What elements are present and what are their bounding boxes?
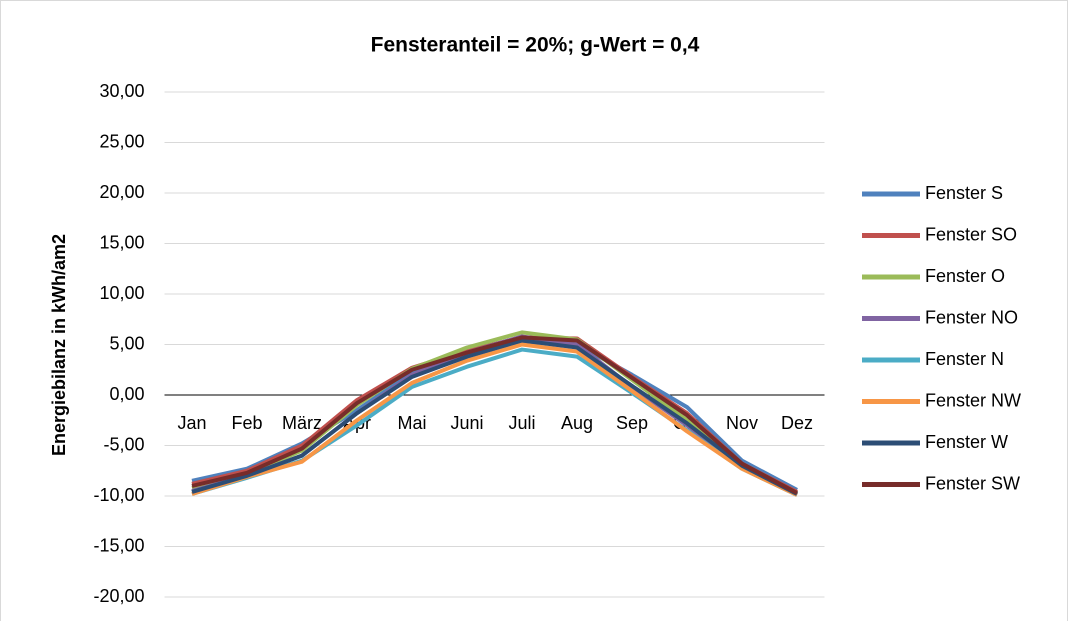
- x-tick-label: Juni: [450, 413, 483, 433]
- y-tick-label: 30,00: [99, 81, 144, 101]
- y-tick-label: 25,00: [99, 131, 144, 151]
- legend-label: Fenster N: [925, 349, 1004, 369]
- series-line: [191, 342, 798, 497]
- chart-title: Fensteranteil = 20%; g-Wert = 0,4: [371, 34, 700, 57]
- legend-label: Fenster SO: [925, 224, 1017, 244]
- legend-label: Fenster W: [925, 432, 1008, 452]
- y-tick-label: 15,00: [99, 232, 144, 252]
- x-tick-label: Aug: [561, 413, 593, 433]
- legend-label: Fenster SW: [925, 473, 1020, 493]
- x-tick-label: März: [282, 413, 322, 433]
- y-tick-label: 5,00: [109, 333, 144, 353]
- y-tick-label: -20,00: [93, 586, 144, 606]
- x-tick-label: Juli: [508, 413, 535, 433]
- legend-label: Fenster NW: [925, 390, 1021, 410]
- x-tick-label: Sep: [616, 413, 648, 433]
- x-tick-label: Dez: [781, 413, 813, 433]
- y-tick-label: 10,00: [99, 283, 144, 303]
- y-tick-label: -10,00: [93, 485, 144, 505]
- legend-label: Fenster S: [925, 183, 1003, 203]
- y-axis-label: Energiebilanz in kWh/am2: [49, 234, 69, 456]
- x-tick-label: Feb: [231, 413, 262, 433]
- y-tick-label: 20,00: [99, 182, 144, 202]
- x-tick-label: Jan: [177, 413, 206, 433]
- x-tick-label: Nov: [726, 413, 758, 433]
- y-tick-label: -5,00: [103, 434, 144, 454]
- legend-label: Fenster NO: [925, 307, 1018, 327]
- y-tick-label: 0,00: [109, 384, 144, 404]
- series-line: [191, 335, 798, 495]
- x-tick-label: Mai: [397, 413, 426, 433]
- y-tick-label: -15,00: [93, 535, 144, 555]
- series-line: [191, 338, 798, 496]
- legend-label: Fenster O: [925, 266, 1005, 286]
